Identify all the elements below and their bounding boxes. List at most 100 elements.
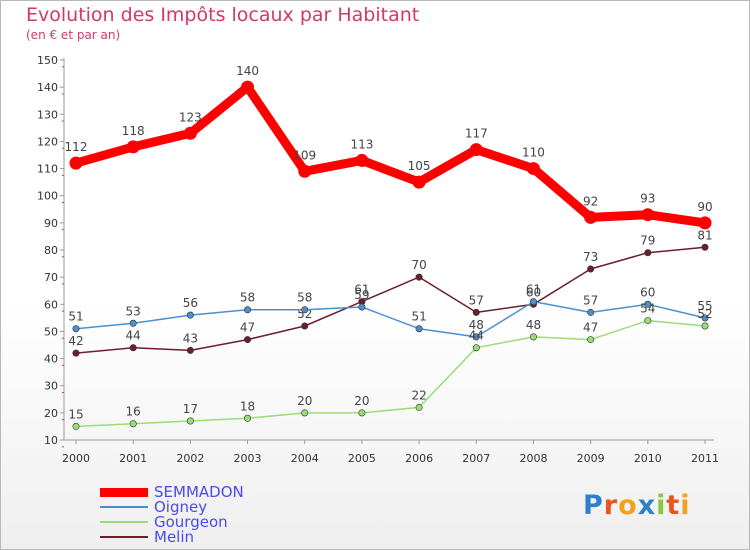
data-label-oigney: 51 (68, 310, 83, 324)
x-tick-label-2001: 2001 (119, 452, 147, 465)
logo-letter: P (583, 490, 604, 521)
data-label-gourgeon: 48 (526, 318, 541, 332)
point-gourgeon (644, 317, 652, 325)
data-label-oigney: 55 (697, 299, 712, 313)
data-label-semmadon: 105 (408, 159, 431, 173)
point-melin (472, 308, 480, 316)
legend-swatch (100, 536, 148, 538)
data-label-gourgeon: 15 (68, 407, 83, 421)
point-oigney (358, 303, 366, 311)
point-gourgeon (129, 420, 137, 428)
data-label-melin: 81 (697, 228, 712, 242)
data-label-oigney: 58 (297, 291, 312, 305)
data-label-gourgeon: 20 (297, 394, 312, 408)
x-tick-label-2004: 2004 (291, 452, 319, 465)
data-label-melin: 47 (240, 321, 255, 335)
data-label-oigney: 56 (183, 296, 198, 310)
data-label-melin: 44 (126, 329, 141, 343)
series-line-gourgeon (75, 319, 706, 428)
point-gourgeon (358, 409, 366, 417)
data-label-gourgeon: 54 (640, 302, 655, 316)
point-semmadon (526, 162, 540, 176)
x-tick-label-2007: 2007 (462, 452, 490, 465)
data-label-gourgeon: 16 (126, 405, 141, 419)
y-tick-label-40: 40 (44, 353, 58, 366)
point-oigney (701, 314, 709, 322)
x-tick-label-2009: 2009 (577, 452, 605, 465)
point-semmadon (69, 156, 83, 170)
point-oigney (129, 319, 137, 327)
chart-title: Evolution des Impôts locaux par Habitant (26, 4, 420, 26)
data-label-semmadon: 90 (697, 200, 712, 214)
data-label-semmadon: 140 (236, 64, 259, 78)
point-oigney (244, 306, 252, 314)
data-label-oigney: 57 (583, 293, 598, 307)
point-melin (415, 273, 423, 281)
point-melin (701, 243, 709, 251)
data-label-gourgeon: 17 (183, 402, 198, 416)
point-gourgeon (529, 333, 537, 341)
legend-item-oigney: Oigney (100, 498, 320, 516)
logo-letter: x (637, 490, 657, 521)
proxiti-logo: Proxiti (583, 490, 691, 521)
point-semmadon (469, 143, 483, 157)
point-melin (244, 336, 252, 344)
data-label-oigney: 59 (354, 288, 369, 302)
point-semmadon (584, 210, 598, 224)
point-semmadon (641, 208, 655, 222)
data-label-melin: 70 (411, 258, 426, 272)
data-label-melin: 79 (640, 234, 655, 248)
data-label-melin: 57 (469, 293, 484, 307)
x-tick-label-2005: 2005 (348, 452, 376, 465)
point-melin (301, 322, 309, 330)
series-line-oigney (75, 300, 706, 338)
legend-label: Melin (154, 528, 195, 546)
point-melin (72, 349, 80, 357)
data-label-melin: 52 (297, 307, 312, 321)
point-gourgeon (301, 409, 309, 417)
point-gourgeon (244, 414, 252, 422)
logo-letter: i (656, 490, 667, 521)
data-label-oigney: 51 (411, 310, 426, 324)
data-label-gourgeon: 18 (240, 399, 255, 413)
data-label-melin: 73 (583, 250, 598, 264)
data-label-semmadon: 117 (465, 127, 488, 141)
y-tick-label-100: 100 (37, 190, 58, 203)
point-gourgeon (415, 403, 423, 411)
data-label-gourgeon: 22 (411, 388, 426, 402)
data-label-melin: 61 (354, 283, 369, 297)
data-label-melin: 60 (526, 285, 541, 299)
data-label-gourgeon: 47 (583, 321, 598, 335)
data-label-semmadon: 92 (583, 194, 598, 208)
x-tick-label-2006: 2006 (405, 452, 433, 465)
point-melin (587, 265, 595, 273)
data-label-semmadon: 112 (65, 140, 88, 154)
y-tick-label-110: 110 (37, 163, 58, 176)
logo-letter: t (666, 490, 681, 521)
data-label-semmadon: 123 (179, 110, 202, 124)
legend-item-gourgeon: Gourgeon (100, 513, 320, 531)
point-gourgeon (701, 322, 709, 330)
y-tick-label-130: 130 (37, 108, 58, 121)
x-tick-label-2003: 2003 (234, 452, 262, 465)
point-gourgeon (472, 344, 480, 352)
point-semmadon (412, 175, 426, 189)
legend-item-semmadon: SEMMADON (100, 483, 320, 501)
point-melin (129, 344, 137, 352)
data-label-semmadon: 118 (122, 124, 145, 138)
x-tick-label-2010: 2010 (634, 452, 662, 465)
point-gourgeon (186, 417, 194, 425)
point-gourgeon (72, 422, 80, 430)
point-semmadon (355, 153, 369, 167)
data-label-melin: 43 (183, 331, 198, 345)
logo-letter: r (603, 490, 619, 521)
y-tick-label-120: 120 (37, 135, 58, 148)
point-melin (644, 249, 652, 257)
data-label-semmadon: 109 (293, 148, 316, 162)
x-tick-label-2011: 2011 (691, 452, 719, 465)
data-label-melin: 42 (68, 334, 83, 348)
legend-label: Oigney (154, 498, 208, 516)
y-tick-label-140: 140 (37, 81, 58, 94)
